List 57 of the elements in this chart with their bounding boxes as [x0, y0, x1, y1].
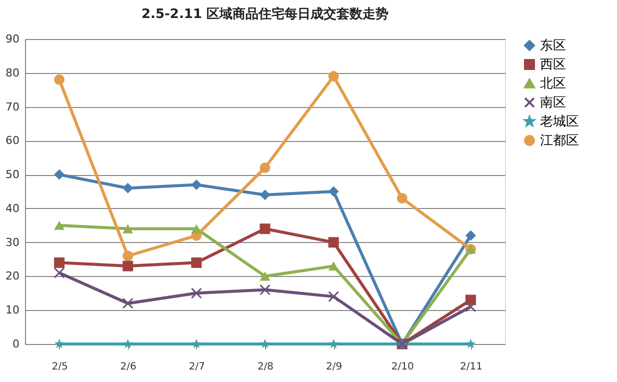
legend-label: 西区 [540, 58, 566, 72]
point [260, 224, 270, 234]
point [260, 272, 270, 281]
x-tick-label: 2/8 [257, 362, 274, 372]
point [122, 250, 134, 262]
point [328, 71, 339, 82]
point [396, 193, 408, 204]
y-tick-label: 20 [6, 270, 20, 283]
y-tick-label: 10 [6, 304, 20, 317]
point [191, 179, 202, 190]
point [465, 301, 476, 312]
point [54, 267, 65, 278]
chart-title: 2.5-2.11 区域商品住宅每日成交套数走势 [141, 6, 389, 22]
point [54, 338, 64, 348]
x-tick-label: 2/10 [391, 362, 414, 372]
point [328, 237, 339, 248]
y-tick-label: 50 [6, 168, 20, 182]
y-tick-label: 0 [12, 338, 20, 350]
point [122, 298, 134, 309]
legend-label: 东区 [540, 38, 566, 54]
y-tick-label: 80 [6, 66, 20, 80]
point [191, 224, 202, 234]
x-tick-label: 2/5 [52, 362, 68, 372]
point [122, 224, 134, 234]
point [122, 182, 134, 194]
point [328, 338, 339, 348]
y-tick-label: 40 [6, 202, 20, 215]
point [328, 291, 340, 302]
point [54, 74, 65, 85]
point [466, 338, 476, 348]
point [465, 230, 476, 241]
point [328, 262, 339, 271]
point [54, 220, 65, 230]
point [191, 338, 202, 348]
legend-label: 江都区 [540, 134, 579, 148]
point [122, 338, 133, 348]
point [328, 186, 339, 197]
legend-label: 北区 [540, 76, 566, 92]
point [260, 190, 270, 200]
point [260, 284, 270, 296]
x-tick-label: 2/11 [460, 362, 482, 372]
point [260, 338, 270, 348]
legend-label: 南区 [540, 96, 566, 110]
point [260, 162, 270, 174]
point [54, 257, 65, 268]
point [190, 288, 202, 299]
y-tick-label: 60 [6, 134, 20, 148]
legend-label: 老城区 [540, 114, 579, 130]
y-tick-label: 90 [6, 32, 20, 46]
point [191, 257, 202, 268]
x-tick-label: 2/9 [326, 362, 342, 372]
x-tick-label: 2/7 [188, 362, 205, 372]
y-tick-label: 30 [6, 236, 20, 249]
x-tick-label: 2/6 [120, 362, 136, 372]
point [54, 169, 65, 180]
point [122, 260, 134, 272]
y-tick-label: 70 [6, 100, 20, 114]
